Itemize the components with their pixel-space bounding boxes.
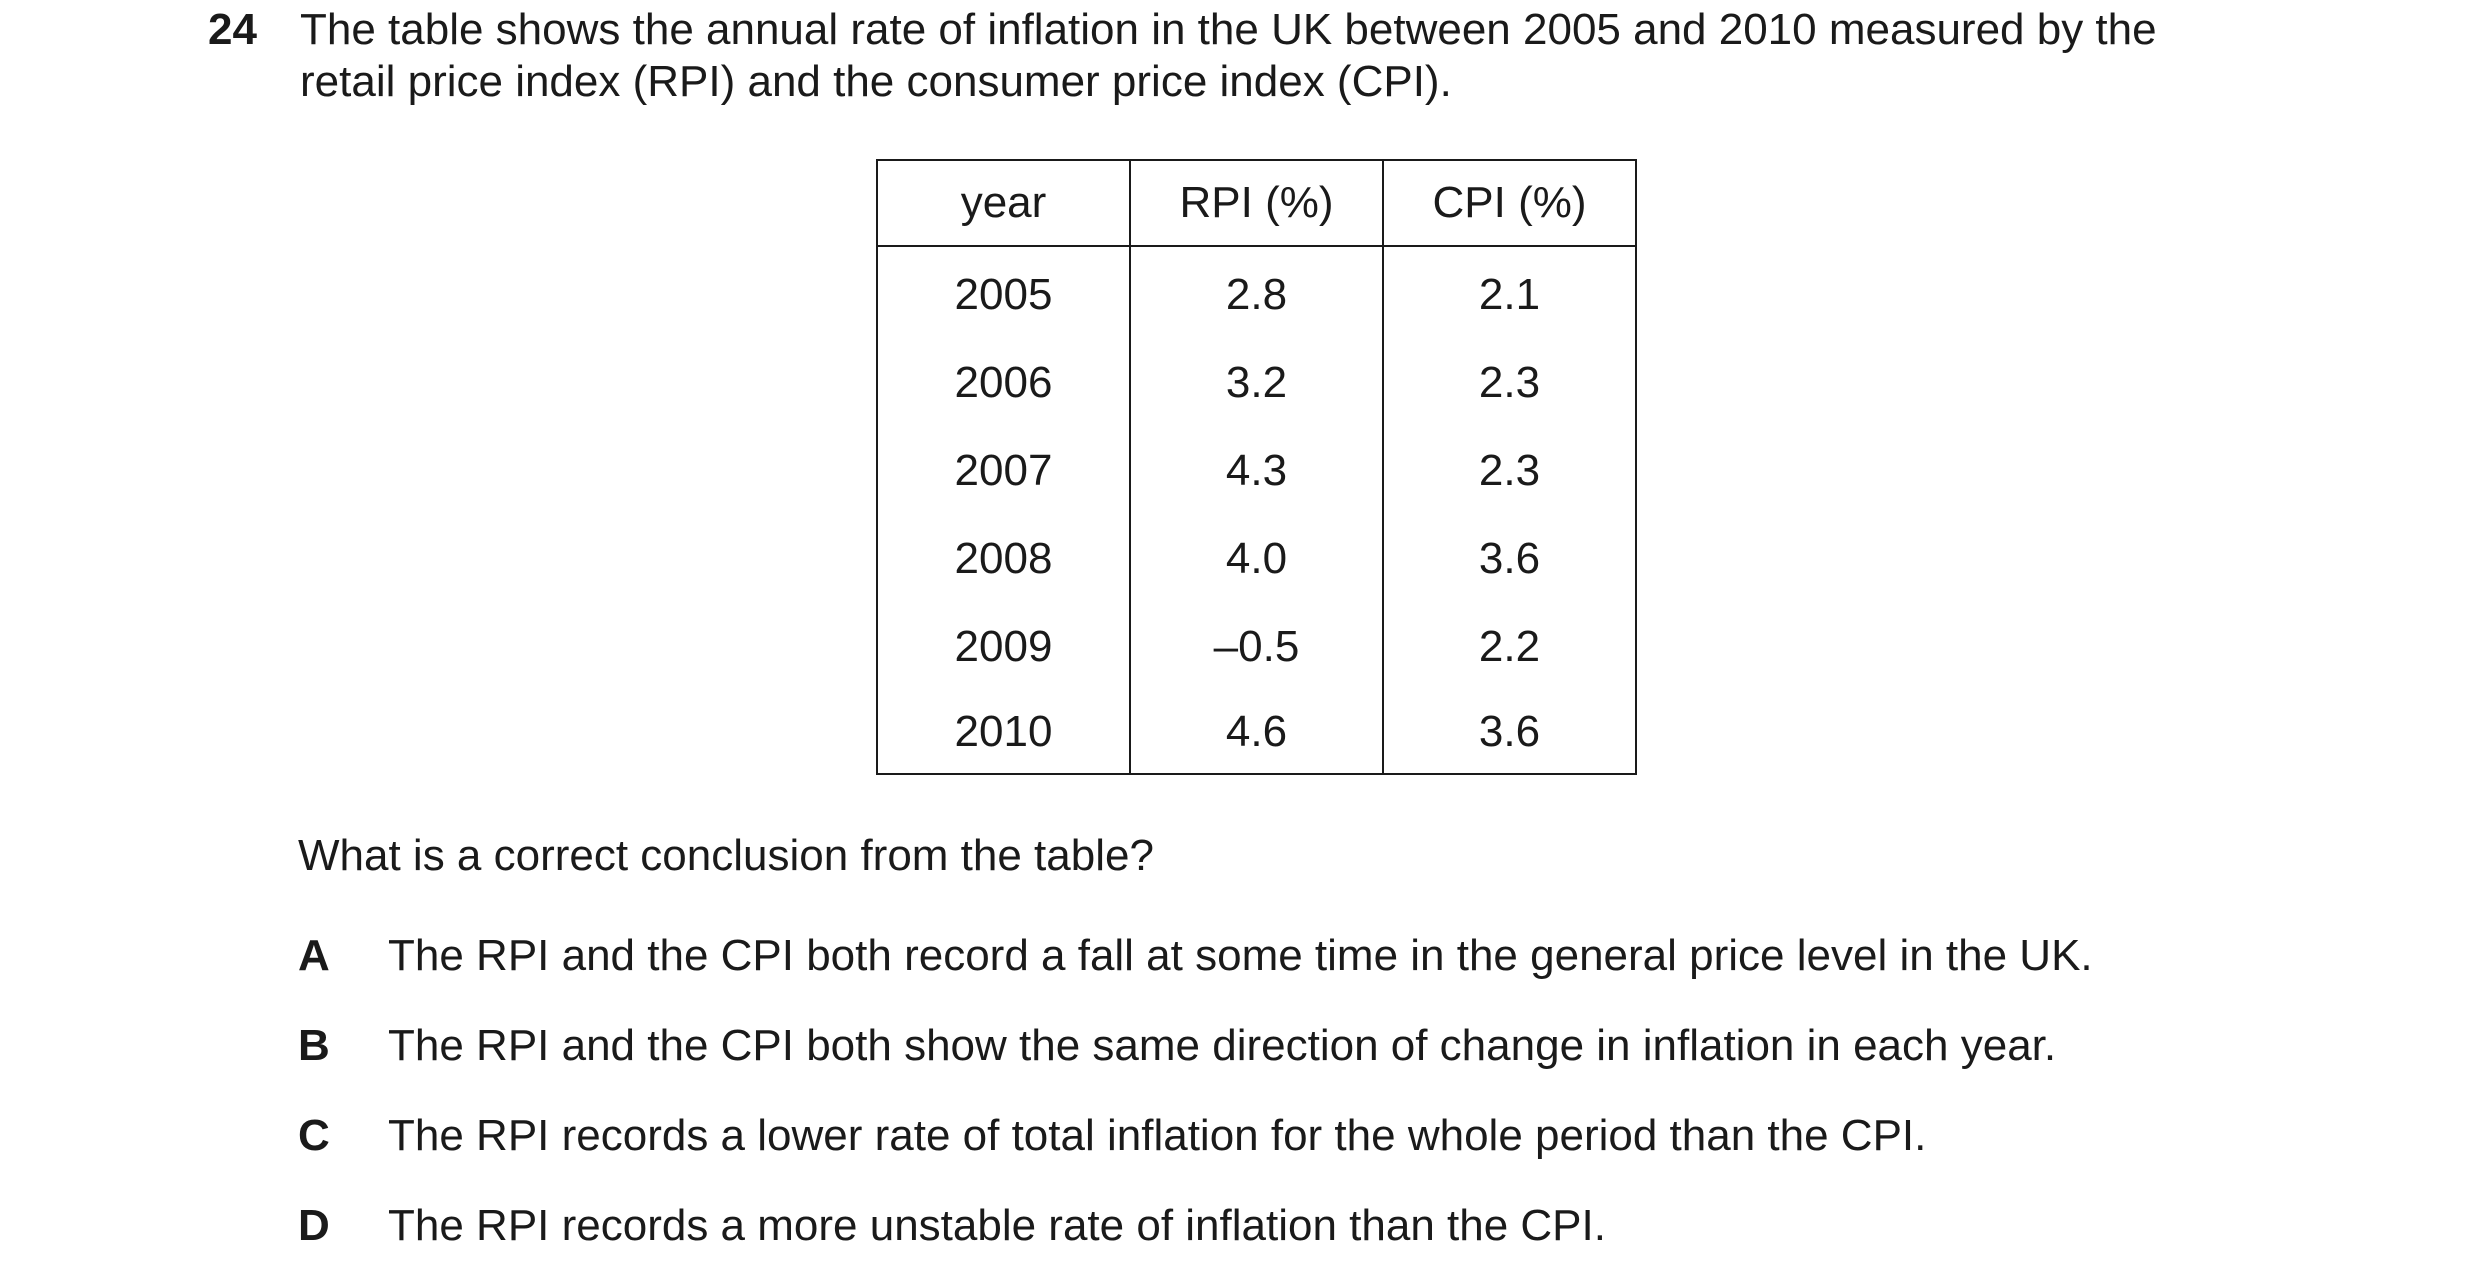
header-rpi: RPI (%) <box>1129 159 1384 247</box>
cell-rpi: 4.0 <box>1129 515 1384 603</box>
cell-cpi: 2.2 <box>1382 603 1637 691</box>
cell-cpi: 2.3 <box>1382 427 1637 515</box>
inflation-table: year RPI (%) CPI (%) 2005 2.8 2.1 2006 3… <box>876 159 1637 775</box>
option-a[interactable]: A The RPI and the CPI both record a fall … <box>298 930 2093 982</box>
option-text: The RPI and the CPI both record a fall a… <box>388 931 2093 980</box>
cell-cpi: 3.6 <box>1382 691 1637 775</box>
option-c[interactable]: C The RPI records a lower rate of total i… <box>298 1110 1926 1162</box>
stem-line: retail price index (RPI) and the consume… <box>300 57 1452 106</box>
table-row: 2005 2.8 2.1 <box>876 246 1637 339</box>
cell-cpi: 2.1 <box>1382 246 1637 339</box>
table-row: 2009 –0.5 2.2 <box>876 603 1637 691</box>
option-letter: D <box>298 1201 330 1250</box>
cell-year: 2010 <box>876 691 1131 775</box>
cell-year: 2006 <box>876 339 1131 427</box>
option-letter: A <box>298 931 330 980</box>
option-letter: B <box>298 1021 330 1070</box>
cell-year: 2009 <box>876 603 1131 691</box>
header-cpi: CPI (%) <box>1382 159 1637 247</box>
option-b[interactable]: B The RPI and the CPI both show the same … <box>298 1020 2056 1072</box>
cell-cpi: 2.3 <box>1382 339 1637 427</box>
option-text: The RPI records a lower rate of total in… <box>388 1111 1927 1160</box>
question-stem: The table shows the annual rate of infla… <box>300 4 2300 108</box>
option-letter: C <box>298 1111 330 1160</box>
cell-rpi: 2.8 <box>1129 246 1384 339</box>
table-row: 2008 4.0 3.6 <box>876 515 1637 603</box>
cell-year: 2007 <box>876 427 1131 515</box>
table-row: 2006 3.2 2.3 <box>876 339 1637 427</box>
header-year: year <box>876 159 1131 247</box>
question-number: 24 <box>208 5 257 54</box>
cell-rpi: –0.5 <box>1129 603 1384 691</box>
cell-year: 2005 <box>876 246 1131 339</box>
question-prompt: What is a correct conclusion from the ta… <box>298 831 1154 880</box>
stem-line: The table shows the annual rate of infla… <box>300 5 2157 54</box>
cell-year: 2008 <box>876 515 1131 603</box>
cell-cpi: 3.6 <box>1382 515 1637 603</box>
table-row: 2007 4.3 2.3 <box>876 427 1637 515</box>
cell-rpi: 4.3 <box>1129 427 1384 515</box>
option-text: The RPI and the CPI both show the same d… <box>388 1021 2057 1070</box>
cell-rpi: 3.2 <box>1129 339 1384 427</box>
option-text: The RPI records a more unstable rate of … <box>388 1201 1606 1250</box>
option-d[interactable]: D The RPI records a more unstable rate of… <box>298 1200 1606 1252</box>
cell-rpi: 4.6 <box>1129 691 1384 775</box>
table-row: 2010 4.6 3.6 <box>876 691 1637 775</box>
table-header-row: year RPI (%) CPI (%) <box>876 159 1637 247</box>
